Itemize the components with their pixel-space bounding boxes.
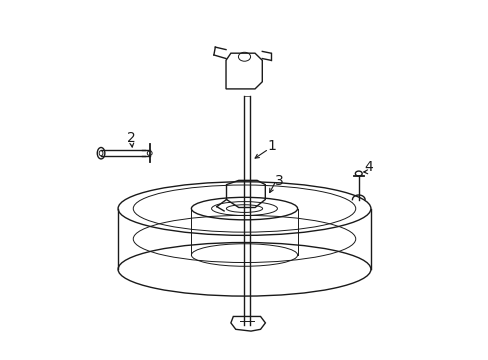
Text: 1: 1 bbox=[267, 139, 276, 153]
Text: 4: 4 bbox=[364, 161, 372, 175]
Text: 3: 3 bbox=[275, 174, 284, 188]
Text: 2: 2 bbox=[127, 131, 136, 145]
